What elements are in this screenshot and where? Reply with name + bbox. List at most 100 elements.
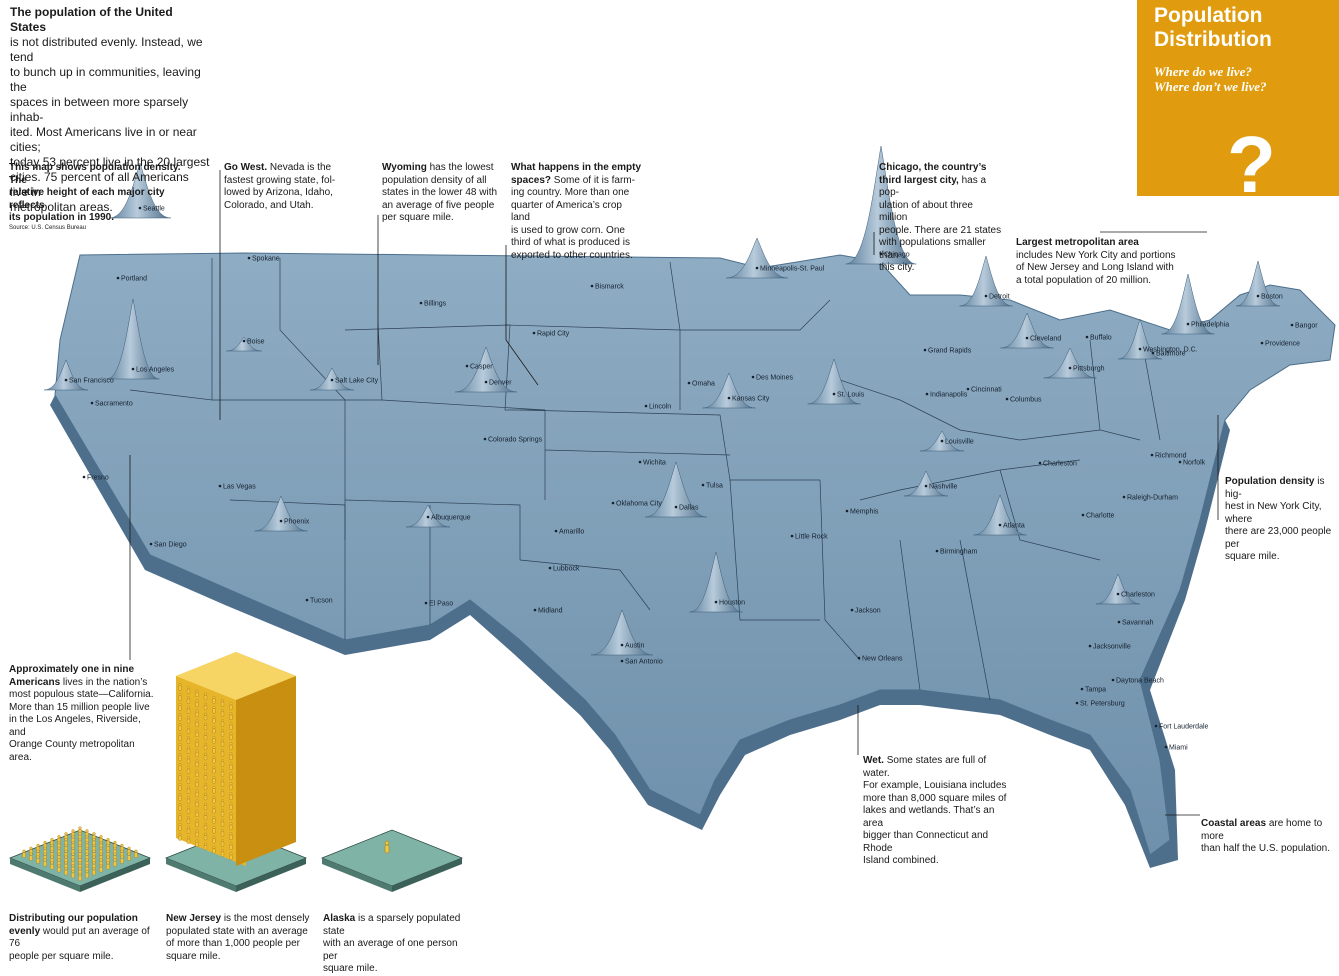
city-dot: [554, 529, 558, 533]
city-marker: Tucson: [305, 598, 333, 605]
city-dot: [701, 483, 705, 487]
density-spike: [1117, 318, 1163, 360]
city-dot: [687, 381, 691, 385]
city-label: Memphis: [850, 509, 879, 516]
city-label: Indianapolis: [930, 392, 968, 399]
city-marker: Fresno: [82, 475, 109, 482]
city-marker: San Antonio: [620, 659, 663, 666]
city-marker: Norfolk: [1178, 460, 1206, 467]
city-dot: [1178, 460, 1182, 464]
even-lines: people per square mile.: [9, 951, 159, 964]
city-marker: Lubbock: [548, 566, 580, 573]
intro-lines: is not distributed evenly. Instead, we t…: [10, 35, 210, 215]
city-marker: Wichita: [638, 460, 666, 467]
text-line: states in the lower 48 with: [382, 187, 498, 198]
city-label: St. Louis: [837, 392, 865, 399]
density-spike: [903, 470, 949, 497]
city-marker: Phoenix: [279, 519, 310, 526]
text-line: Island combined.: [863, 855, 939, 866]
state-borders: [129, 258, 1161, 701]
density-spike: [973, 494, 1027, 536]
city-marker: Boise: [242, 339, 265, 346]
city-label: Houston: [719, 600, 745, 607]
us-land-surface: [50, 252, 1336, 868]
city-label: Atlanta: [1003, 523, 1025, 530]
city-marker: Omaha: [687, 381, 715, 388]
text-line: relative height of each major city refle…: [9, 187, 165, 211]
text-line: square mile.: [323, 963, 378, 974]
city-dot: [845, 509, 849, 513]
city-marker: Lincoln: [644, 404, 671, 411]
city-label: Chicago: [884, 252, 910, 259]
city-dot: [484, 380, 488, 384]
city-dot: [714, 600, 718, 604]
city-marker: Pittsburgh: [1068, 366, 1105, 373]
density-spike: [1000, 312, 1054, 349]
city-label: Nashville: [929, 484, 958, 491]
city-dot: [465, 364, 469, 368]
california-bold-2: Americans: [9, 676, 61, 688]
city-dot: [966, 387, 970, 391]
text-line: square mile.: [1225, 551, 1280, 562]
annotation-wyoming: Wyoming has the lowest population densit…: [382, 162, 504, 225]
city-label: Baltimore: [1156, 351, 1186, 358]
city-marker: Louisville: [940, 439, 974, 446]
city-marker: Kansas City: [727, 396, 770, 403]
city-dot: [1085, 335, 1089, 339]
city-dot: [879, 252, 883, 256]
city-dot: [638, 460, 642, 464]
text-line: today 53 percent live in the 20 largest: [10, 155, 210, 169]
city-marker: Seattle: [138, 206, 165, 213]
city-marker: Casper: [465, 364, 493, 371]
city-marker: Savannah: [1117, 620, 1154, 627]
city-dot: [532, 331, 536, 335]
city-dot: [1260, 341, 1264, 345]
density-spike: [1043, 347, 1097, 379]
city-marker: Rapid City: [532, 331, 570, 338]
text-line: of New Jersey and Long Island with: [1016, 262, 1174, 273]
annotation-leader-lines: [129, 170, 1219, 816]
city-dot: [924, 484, 928, 488]
city-marker: Fort Lauderdale: [1154, 724, 1209, 731]
text-line: exported to other countries.: [511, 249, 633, 261]
city-label: Tampa: [1085, 687, 1106, 694]
city-label: Washington, D.C.: [1143, 347, 1198, 354]
city-label: Raleigh-Durham: [1127, 495, 1178, 502]
city-label: Jacksonville: [1093, 644, 1131, 651]
annotation-largest-metro: Largest metropolitan area includes New Y…: [1016, 237, 1186, 287]
city-marker: Denver: [484, 380, 512, 387]
nj-l1: is the most densely: [221, 913, 310, 924]
text-line: population density of all: [382, 174, 487, 186]
city-marker: Birmingham: [935, 549, 978, 556]
text-line: square mile.: [166, 950, 221, 962]
text-line: spaces in between more sparsely inhab-: [10, 95, 189, 124]
city-label: Louisville: [945, 439, 974, 446]
city-label: Little Rock: [795, 534, 828, 541]
city-dot: [330, 378, 334, 382]
empty-bold-1: What happens in the empty: [511, 162, 642, 173]
city-marker: Memphis: [845, 509, 879, 516]
annotation-population-density: Population density is hig- hest in New Y…: [1225, 476, 1337, 564]
city-label: Colorado Springs: [488, 437, 543, 444]
city-label: Albuquerque: [431, 515, 471, 522]
city-dot: [790, 534, 794, 538]
city-marker: Daytona Beach: [1111, 678, 1164, 685]
text-line: people. There are 21 states: [879, 224, 1002, 236]
city-label: Omaha: [692, 381, 715, 388]
city-dot: [1005, 397, 1009, 401]
text-line: lakes and wetlands. That’s an area: [863, 805, 995, 829]
city-label: Lincoln: [649, 404, 671, 411]
california-l2: lives in the nation’s: [60, 676, 148, 688]
city-label: Lubbock: [553, 566, 580, 573]
city-marker: Charleston: [1038, 461, 1077, 468]
city-label: San Francisco: [69, 378, 114, 385]
text-line: is used to grow corn. One: [511, 224, 625, 236]
city-label: Charleston: [1121, 592, 1155, 599]
city-marker: Jackson: [850, 608, 881, 615]
city-dot: [620, 659, 624, 663]
density-spike: [959, 255, 1013, 307]
city-label: San Antonio: [625, 659, 663, 666]
density-spike: [702, 372, 756, 409]
caption-alaska: Alaska is a sparsely populated state wit…: [323, 913, 473, 976]
city-label: Billings: [424, 301, 447, 308]
